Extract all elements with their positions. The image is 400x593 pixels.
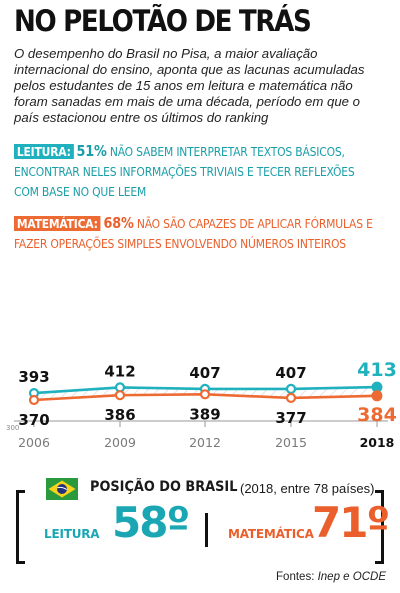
reading-point-2018: [371, 381, 383, 393]
page-title: NO PELOTÃO DE TRÁS: [14, 4, 312, 38]
source-prefix: Fontes:: [276, 571, 318, 583]
source-note: Fontes: Inep e OCDE: [276, 571, 386, 583]
math-point-2015: [285, 392, 297, 404]
ranking-divider: [205, 513, 208, 547]
math-point-2009: [114, 390, 126, 401]
ranking-title: POSIÇÃO DO BRASIL: [90, 479, 238, 495]
ranking-math-label: MATEMÁTICA: [228, 527, 314, 541]
reading-label-2015: 407: [275, 364, 306, 382]
reading-label-2009: 412: [104, 362, 135, 380]
ranking-note: (2018, entre 78 países): [240, 481, 375, 496]
math-point-2012: [199, 389, 211, 400]
math-point-2006: [28, 394, 40, 406]
ranking-math-value: 71º: [312, 498, 390, 547]
reading-stat: LEITURA: 51% NÃO SABEM INTERPRETAR TEXTOS…: [14, 141, 375, 202]
ranking-reading-label: LEITURA: [44, 527, 100, 541]
reading-label-2018: 413: [357, 359, 397, 381]
x-tick-label-2006: 2006: [18, 435, 50, 450]
reading-label-2006: 393: [18, 368, 49, 386]
math-label-2015: 377: [275, 409, 306, 427]
ranking-bracket-left: [16, 490, 25, 564]
score-line-chart: 300 393 412 407 407 413 370 386 389 377 384 2006 200…: [6, 359, 397, 450]
x-tick-label-2012: 2012: [189, 435, 221, 450]
math-label-2018: 384: [357, 404, 397, 426]
ranking-bracket-right: [375, 490, 384, 564]
ranking-reading-value: 58º: [112, 498, 190, 547]
math-tag: MATEMÁTICA:: [14, 216, 101, 231]
y-tick-label: 300: [6, 424, 19, 432]
math-label-2012: 389: [189, 405, 220, 423]
x-tick-label-2015: 2015: [275, 435, 307, 450]
math-point-2018: [371, 390, 383, 402]
math-percent: 68%: [103, 214, 134, 232]
source-names: Inep e OCDE: [317, 571, 386, 583]
x-tick-label-2018: 2018: [360, 435, 395, 450]
reading-tag: LEITURA:: [14, 144, 74, 159]
reading-stat-text: NÃO SABEM INTERPRETAR TEXTOS BÁSICOS, EN…: [14, 144, 355, 199]
brazil-flag-icon: [46, 478, 78, 500]
math-stat-text: NÃO SÃO CAPAZES DE APLICAR FÓRMULAS E FA…: [14, 216, 373, 251]
reading-percent: 51%: [76, 142, 107, 160]
reading-label-2012: 407: [189, 364, 220, 382]
reading-point-2015: [285, 383, 297, 395]
math-label-2006: 370: [18, 411, 49, 429]
x-tick-label-2009: 2009: [104, 435, 136, 450]
page-subtitle: O desempenho do Brasil no Pisa, a maior …: [14, 46, 365, 125]
math-stat: MATEMÁTICA: 68% NÃO SÃO CAPAZES DE APLICA…: [14, 213, 375, 254]
math-label-2009: 386: [104, 406, 135, 424]
